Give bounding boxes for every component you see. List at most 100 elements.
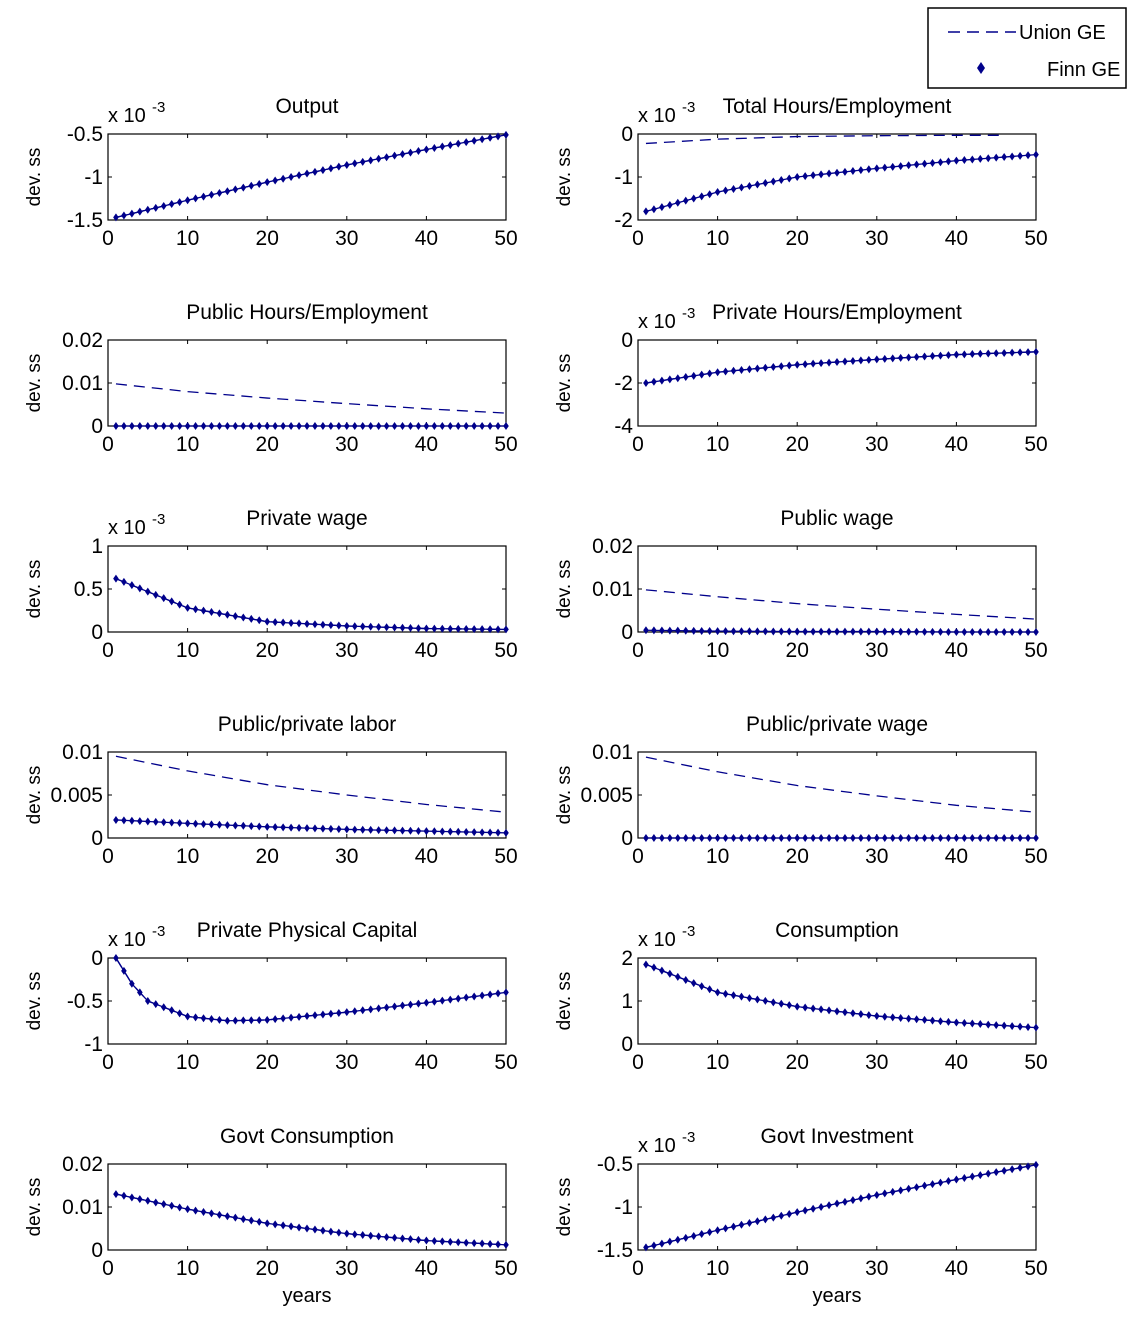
finn-ge-marker xyxy=(770,834,777,842)
finn-ge-marker xyxy=(889,162,896,171)
finn-ge-marker xyxy=(216,188,223,197)
finn-ge-marker xyxy=(439,624,446,633)
finn-ge-marker xyxy=(993,1168,999,1177)
finn-ge-marker xyxy=(415,1235,422,1244)
series-union-ge-line xyxy=(645,134,1005,145)
finn-ge-marker xyxy=(463,993,469,1002)
finn-ge-marker xyxy=(351,159,358,168)
finn-ge-marker xyxy=(328,422,334,430)
finn-ge-marker xyxy=(969,1019,976,1028)
finn-ge-marker xyxy=(200,1014,207,1023)
x-tick-label: 0 xyxy=(632,433,644,456)
finn-ge-marker xyxy=(858,1010,864,1019)
finn-ge-marker xyxy=(874,627,880,636)
finn-ge-marker xyxy=(754,1217,761,1226)
finn-ge-marker xyxy=(487,828,493,837)
finn-ge-marker xyxy=(682,373,689,382)
finn-ge-marker xyxy=(145,205,151,214)
x-tick-label: 50 xyxy=(1024,433,1047,456)
finn-ge-marker xyxy=(643,834,649,842)
x-tick-label: 40 xyxy=(945,845,968,868)
finn-ge-marker xyxy=(399,1001,406,1010)
finn-ge-marker xyxy=(794,1002,800,1011)
finn-ge-marker xyxy=(328,621,334,630)
x-tick-label: 20 xyxy=(786,1051,809,1074)
finn-ge-marker xyxy=(953,350,960,359)
finn-ge-marker xyxy=(495,828,501,837)
y-tick-label: 0.02 xyxy=(62,329,103,352)
x-tick-label: 30 xyxy=(865,433,888,456)
finn-ge-marker xyxy=(866,1011,872,1020)
finn-ge-marker xyxy=(439,1237,446,1246)
finn-ge-marker xyxy=(754,834,761,842)
finn-ge-marker xyxy=(312,824,318,833)
finn-ge-marker xyxy=(754,364,761,373)
finn-ge-marker xyxy=(407,422,414,430)
finn-ge-marker xyxy=(455,827,462,836)
finn-ge-marker xyxy=(296,1223,302,1232)
finn-ge-marker xyxy=(240,422,247,430)
finn-ge-marker xyxy=(320,824,326,833)
finn-ge-marker xyxy=(304,1012,310,1021)
finn-ge-marker xyxy=(304,169,310,178)
finn-ge-marker xyxy=(969,628,976,636)
series-union-ge-line xyxy=(645,589,1037,620)
finn-ge-marker xyxy=(312,1225,318,1234)
finn-ge-marker xyxy=(200,820,207,829)
finn-ge-marker xyxy=(826,358,832,367)
finn-ge-marker xyxy=(778,999,785,1008)
finn-ge-marker xyxy=(1025,1162,1031,1171)
finn-ge-marker xyxy=(762,179,769,188)
scale-factor-exponent: -3 xyxy=(682,99,695,116)
x-tick-label: 0 xyxy=(632,845,644,868)
finn-ge-marker xyxy=(977,1020,984,1029)
finn-ge-marker xyxy=(977,628,984,636)
finn-ge-marker xyxy=(794,173,800,181)
legend-swatch-finn-ge xyxy=(977,62,985,74)
finn-ge-marker xyxy=(272,618,278,627)
plot-area xyxy=(637,339,1037,427)
finn-ge-marker xyxy=(969,1172,976,1181)
finn-ge-marker xyxy=(375,826,382,835)
finn-ge-marker xyxy=(722,834,729,842)
finn-ge-marker xyxy=(850,356,856,365)
y-tick-label: -0.5 xyxy=(67,990,103,1013)
finn-ge-marker xyxy=(842,627,848,636)
finn-ge-marker xyxy=(945,157,952,166)
finn-ge-marker xyxy=(192,819,199,828)
finn-ge-marker xyxy=(280,823,286,832)
finn-ge-marker xyxy=(667,375,673,384)
finn-ge-marker xyxy=(889,1013,896,1022)
x-tick-label: 10 xyxy=(176,433,199,456)
finn-ge-marker xyxy=(248,822,255,831)
finn-ge-marker xyxy=(152,817,159,826)
finn-ge-marker xyxy=(993,628,999,636)
finn-ge-marker xyxy=(730,1222,737,1231)
finn-ge-marker xyxy=(698,192,705,201)
finn-ge-marker xyxy=(487,990,493,999)
finn-ge-marker xyxy=(137,817,143,826)
y-axis-label: dev. ss xyxy=(24,148,45,207)
finn-ge-marker xyxy=(977,1171,984,1180)
x-tick-label: 30 xyxy=(335,227,358,250)
finn-ge-marker xyxy=(463,138,469,147)
finn-ge-marker xyxy=(439,996,446,1005)
finn-ge-marker xyxy=(320,422,326,430)
finn-ge-marker xyxy=(714,627,721,636)
finn-ge-marker xyxy=(208,1209,215,1218)
y-tick-label: -1 xyxy=(614,1196,633,1219)
finn-ge-marker xyxy=(682,1233,689,1242)
finn-ge-marker xyxy=(858,1194,864,1203)
finn-ge-marker xyxy=(431,827,438,836)
finn-ge-marker xyxy=(216,820,223,829)
finn-ge-marker xyxy=(312,620,318,629)
finn-ge-marker xyxy=(391,151,398,160)
x-tick-label: 20 xyxy=(256,1051,279,1074)
finn-ge-marker xyxy=(113,954,119,962)
finn-ge-marker xyxy=(375,1004,382,1013)
finn-ge-marker xyxy=(121,966,127,975)
finn-ge-marker xyxy=(431,422,438,430)
finn-ge-marker xyxy=(850,1196,856,1205)
finn-ge-marker xyxy=(746,627,753,636)
finn-ge-marker xyxy=(176,422,183,430)
